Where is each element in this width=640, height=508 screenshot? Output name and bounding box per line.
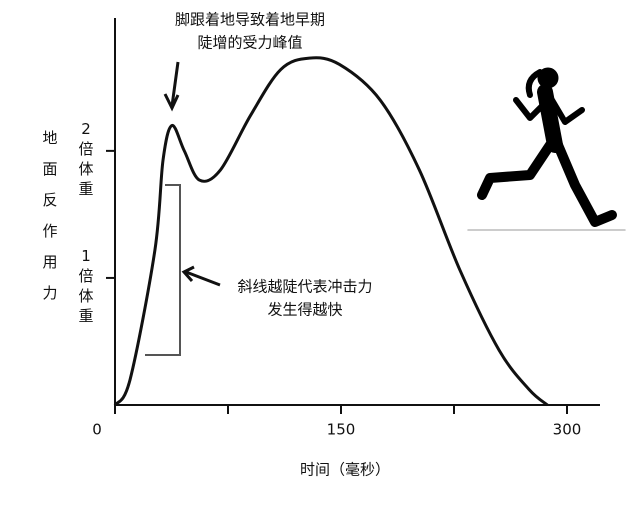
y-tick-label: 1 倍体重 [78,246,93,324]
annotation: 斜线越陡代表冲击力 [237,278,372,296]
x-tick-label: 0 [92,421,102,439]
y-axis-label: 地面反作用力 [42,129,57,302]
bracket [145,184,181,356]
annotation: 陡增的受力峰值 [197,34,302,52]
arrow [181,265,221,287]
annotation: 脚跟着地导致着地早期 [175,11,325,29]
x-axis-label: 时间（毫秒） [300,461,390,479]
arrow [163,61,180,112]
x-tick-label: 300 [553,421,582,439]
y-tick-label: 2 倍体重 [78,119,93,197]
annotation: 发生得越快 [267,301,342,319]
x-tick-label: 150 [327,421,356,439]
force-curve [113,56,549,407]
runner-icon [467,67,626,231]
